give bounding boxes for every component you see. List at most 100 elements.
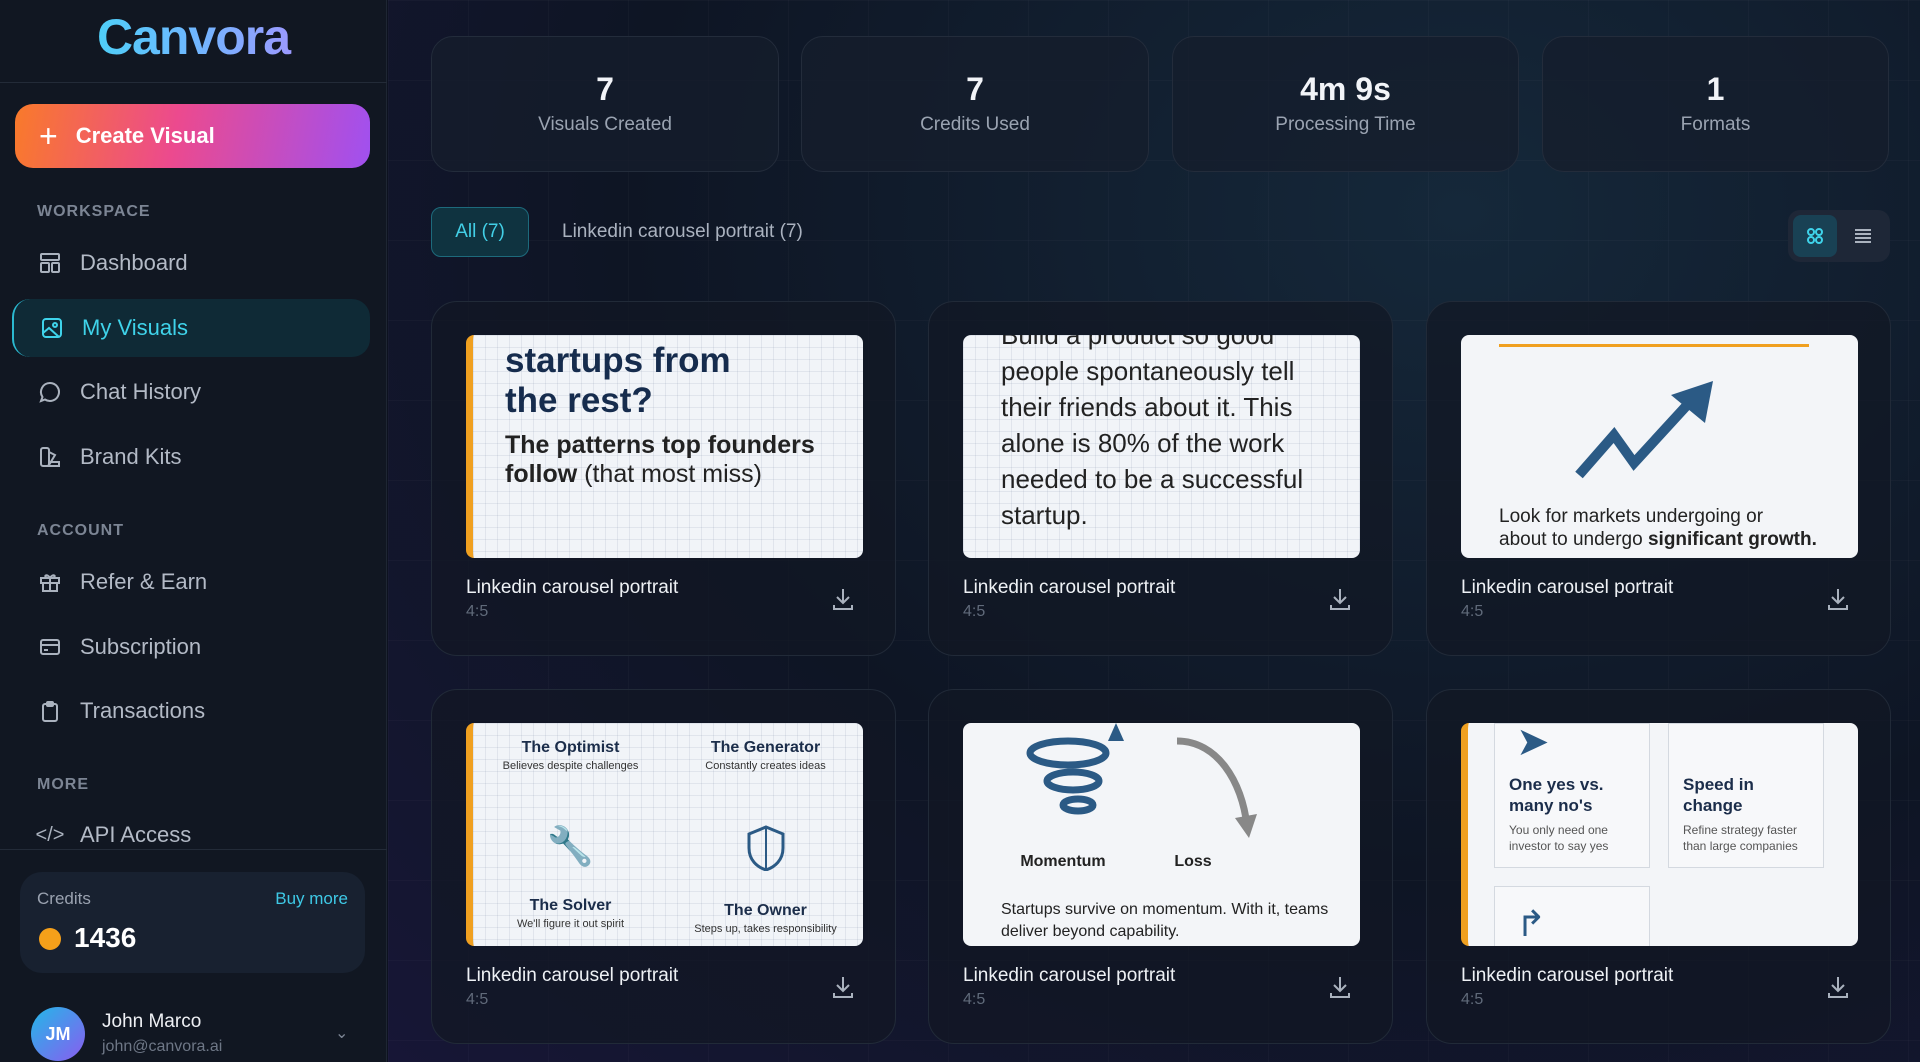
thumb-text: The Owner	[724, 902, 807, 919]
avatar: JM	[31, 1007, 85, 1061]
sidebar-item-label: Brand Kits	[80, 444, 182, 469]
shield-icon	[747, 825, 784, 872]
grid-icon	[1807, 228, 1823, 244]
thumb-text: startups from	[505, 341, 731, 380]
download-icon[interactable]	[1826, 587, 1850, 611]
thumb-text: The Optimist	[521, 739, 620, 756]
card-ratio: 4:5	[1461, 603, 1484, 620]
stat-value: 7	[596, 71, 614, 107]
user-name: John Marco	[102, 1011, 202, 1032]
card-title: Linkedin carousel portrait	[963, 965, 1176, 986]
thumb-text: Loss	[1174, 853, 1212, 870]
clipboard-icon	[38, 699, 62, 723]
download-icon[interactable]	[1328, 587, 1352, 611]
sidebar-item-brand-kits[interactable]: Brand Kits	[12, 428, 370, 486]
card-ratio: 4:5	[1461, 991, 1484, 1008]
sidebar-item-chat-history[interactable]: Chat History	[12, 363, 370, 421]
filter-linkedin[interactable]: Linkedin carousel portrait (7)	[562, 221, 803, 242]
thumb-text: Steps up, takes responsibility	[694, 923, 837, 935]
thumb-text: people spontaneously tell their friends …	[1001, 356, 1304, 530]
download-icon[interactable]	[1826, 975, 1850, 999]
sidebar-item-subscription[interactable]: Subscription	[12, 618, 370, 676]
visual-card[interactable]: Momentum Loss Startups survive on moment…	[928, 689, 1393, 1044]
thumb-text: Believes despite challenges	[502, 760, 639, 772]
grid-view-button[interactable]	[1793, 215, 1837, 257]
section-more: MORE	[37, 776, 89, 793]
sidebar-item-label: Chat History	[80, 379, 202, 404]
thumb-text: Look for markets undergoing or	[1499, 506, 1764, 527]
sidebar-item-label: Dashboard	[80, 250, 188, 275]
thumb-text: significant growth.	[1647, 529, 1817, 550]
coin-icon	[39, 928, 61, 950]
create-visual-label: Create Visual	[75, 123, 215, 148]
dashboard-icon	[38, 251, 62, 275]
plus-icon: +	[39, 117, 58, 154]
card-title: Linkedin carousel portrait	[466, 577, 679, 598]
stat-label: Formats	[1680, 114, 1751, 135]
arrow-right-icon: ➤	[1516, 723, 1550, 764]
sidebar-item-label: Transactions	[80, 698, 206, 723]
buy-more-link[interactable]: Buy more	[275, 889, 348, 908]
create-visual-button[interactable]: + Create Visual	[15, 104, 370, 168]
image-icon	[40, 316, 64, 340]
thumb-text: Constantly creates ideas	[705, 760, 826, 772]
thumb-text: We'll figure it out spirit	[516, 918, 625, 930]
download-icon[interactable]	[1328, 975, 1352, 999]
visual-thumbnail[interactable]: Build a product so good people spontaneou…	[963, 335, 1360, 558]
sidebar-item-transactions[interactable]: Transactions	[12, 682, 370, 740]
sidebar: Canvora + Create Visual WORKSPACE Dashboa…	[0, 0, 387, 1062]
logo[interactable]: Canvora	[0, 8, 387, 66]
card-icon	[38, 635, 62, 659]
sidebar-item-label: Subscription	[80, 634, 202, 659]
gift-icon	[38, 570, 62, 594]
user-menu[interactable]: JM John Marco john@canvora.ai ⌄	[30, 1005, 370, 1062]
chevron-down-icon[interactable]: ⌄	[335, 1025, 349, 1042]
list-icon	[1855, 229, 1871, 243]
credits-label: Credits	[37, 889, 91, 908]
visual-thumbnail[interactable]: The Optimist Believes despite challenges …	[466, 723, 863, 946]
stat-label: Processing Time	[1275, 114, 1416, 135]
stat-visuals-created: 7 Visuals Created	[431, 36, 779, 172]
card-ratio: 4:5	[466, 603, 489, 620]
thumb-text: You only need one investor to say yes	[1509, 823, 1609, 853]
visual-thumbnail[interactable]: startups from the rest? The patterns top …	[466, 335, 863, 558]
sidebar-item-my-visuals[interactable]: My Visuals	[12, 299, 370, 357]
visual-thumbnail[interactable]: Look for markets undergoing or about to u…	[1461, 335, 1858, 558]
palette-icon	[38, 445, 62, 469]
visual-card[interactable]: Build a product so good people spontaneou…	[928, 301, 1393, 656]
sidebar-item-label: API Access	[80, 822, 192, 847]
sidebar-item-label: Refer & Earn	[80, 569, 208, 594]
thumb-text: Startups survive on momentum. With it, t…	[1001, 901, 1329, 940]
download-icon[interactable]	[831, 975, 855, 999]
growth-arrow-icon	[1575, 381, 1713, 479]
thumb-text: (that most miss)	[577, 460, 762, 488]
tornado-icon	[1026, 723, 1124, 815]
sidebar-item-api-access[interactable]: </> API Access	[12, 806, 370, 864]
list-view-button[interactable]	[1841, 215, 1885, 257]
stat-value: 4m 9s	[1300, 71, 1391, 107]
visual-card[interactable]: One yes vs. many no's You only need one i…	[1426, 689, 1891, 1044]
card-title: Linkedin carousel portrait	[466, 965, 679, 986]
wrench-icon: 🔧	[546, 826, 595, 868]
sidebar-item-label: My Visuals	[82, 315, 188, 340]
sidebar-item-dashboard[interactable]: Dashboard	[12, 234, 370, 292]
visual-card[interactable]: startups from the rest? The patterns top …	[431, 301, 896, 656]
download-icon[interactable]	[831, 587, 855, 611]
visual-thumbnail[interactable]: Momentum Loss Startups survive on moment…	[963, 723, 1360, 946]
filter-all[interactable]: All (7)	[431, 207, 529, 257]
divider	[0, 82, 387, 83]
code-icon: </>	[35, 823, 65, 846]
card-title: Linkedin carousel portrait	[963, 577, 1176, 598]
sidebar-item-refer-earn[interactable]: Refer & Earn	[12, 553, 370, 611]
view-toggle	[1788, 210, 1890, 262]
visual-thumbnail[interactable]: One yes vs. many no's You only need one i…	[1461, 723, 1858, 946]
divider	[0, 849, 387, 850]
credits-value: 1436	[74, 922, 137, 953]
thumb-text: Momentum	[1020, 853, 1106, 870]
thumb-text: The Generator	[710, 739, 821, 756]
card-ratio: 4:5	[963, 603, 986, 620]
visual-card[interactable]: Look for markets undergoing or about to u…	[1426, 301, 1891, 656]
stat-label: Visuals Created	[538, 114, 672, 135]
card-title: Linkedin carousel portrait	[1461, 577, 1674, 598]
visual-card[interactable]: The Optimist Believes despite challenges …	[431, 689, 896, 1044]
